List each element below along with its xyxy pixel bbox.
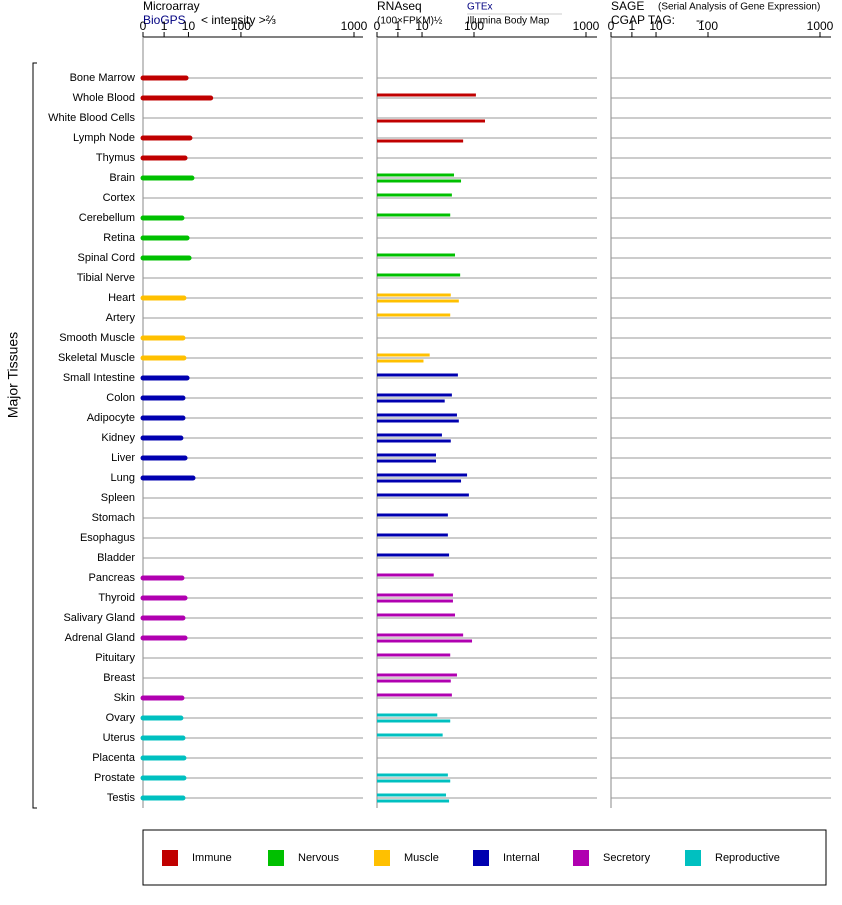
x-tick-label: 100: [464, 19, 484, 33]
x-tick-label: 10: [182, 19, 196, 33]
x-tick-label: 1000: [573, 19, 600, 33]
x-tick-label: 100: [231, 19, 251, 33]
x-tick-label: 0: [140, 19, 147, 33]
category-label: Small Intestine: [63, 372, 135, 384]
panel-title: Microarray: [143, 0, 200, 13]
legend-swatch: [685, 850, 701, 866]
legend-box: [142, 829, 827, 886]
category-label: Bladder: [97, 552, 135, 564]
legend-label: Immune: [192, 852, 232, 864]
panel-title: SAGE: [611, 0, 644, 13]
legend-swatch: [473, 850, 489, 866]
category-label: Retina: [103, 232, 136, 244]
category-label: Pancreas: [89, 572, 136, 584]
x-tick-label: 1: [629, 19, 636, 33]
axis-label: (100×FPKM)½: [377, 16, 443, 27]
category-label: Adipocyte: [87, 412, 135, 424]
panel-title: RNAseq: [377, 0, 422, 13]
category-label: Spinal Cord: [78, 252, 135, 264]
category-label: Thymus: [96, 152, 136, 164]
legend-label: Internal: [503, 852, 540, 864]
x-tick-label: 1000: [807, 19, 834, 33]
category-label: Stomach: [92, 512, 135, 524]
panel-subtitle: (Serial Analysis of Gene Expression): [658, 2, 820, 13]
category-label: Thyroid: [98, 592, 135, 604]
category-label: Skin: [114, 692, 135, 704]
category-label: Breast: [103, 672, 135, 684]
x-tick-label: 0: [374, 19, 381, 33]
category-label: Heart: [108, 292, 135, 304]
category-label: Bone Marrow: [70, 72, 135, 84]
category-label: Adrenal Gland: [65, 632, 135, 644]
legend-label: Nervous: [298, 852, 339, 864]
category-label: Cerebellum: [79, 212, 135, 224]
category-label: Prostate: [94, 772, 135, 784]
legend-label: Secretory: [603, 852, 651, 864]
category-label: Brain: [109, 172, 135, 184]
category-label: Smooth Muscle: [59, 332, 135, 344]
category-label: Spleen: [101, 492, 135, 504]
category-label: Uterus: [103, 732, 136, 744]
category-label: Artery: [106, 312, 136, 324]
category-label: Lung: [111, 472, 135, 484]
source-label: BioGPS: [143, 13, 186, 27]
legend-label: Muscle: [404, 852, 439, 864]
category-label: Placenta: [92, 752, 136, 764]
category-label: Cortex: [103, 192, 136, 204]
category-label: Esophagus: [80, 532, 136, 544]
category-label: Colon: [106, 392, 135, 404]
x-tick-label: 100: [698, 19, 718, 33]
category-label: White Blood Cells: [48, 112, 135, 124]
category-label: Testis: [107, 792, 136, 804]
bracket: [32, 62, 37, 809]
category-label: Lymph Node: [73, 132, 135, 144]
x-tick-label: 10: [649, 19, 663, 33]
source-label: GTEx: [467, 2, 493, 13]
y-axis-label: Major Tissues: [5, 332, 21, 418]
category-label: Pituitary: [95, 652, 135, 664]
tag-value: --: [696, 13, 704, 27]
x-tick-label: 10: [415, 19, 429, 33]
tag-label: CGAP TAG:: [611, 13, 675, 27]
x-tick-label: 1000: [341, 19, 368, 33]
category-label: Whole Blood: [73, 92, 135, 104]
category-label: Kidney: [101, 432, 135, 444]
category-label: Salivary Gland: [63, 612, 135, 624]
source-label: Illumina Body Map: [467, 16, 550, 27]
axis-label: < intensity >⅔: [201, 13, 276, 27]
x-tick-label: 1: [395, 19, 402, 33]
x-tick-label: 0: [608, 19, 615, 33]
category-label: Skeletal Muscle: [58, 352, 135, 364]
legend-swatch: [374, 850, 390, 866]
x-tick-label: 1: [161, 19, 168, 33]
category-label: Liver: [111, 452, 135, 464]
category-label: Tibial Nerve: [77, 272, 135, 284]
legend-swatch: [268, 850, 284, 866]
category-label: Ovary: [106, 712, 136, 724]
legend-label: Reproductive: [715, 852, 780, 864]
legend-swatch: [573, 850, 589, 866]
legend-swatch: [162, 850, 178, 866]
